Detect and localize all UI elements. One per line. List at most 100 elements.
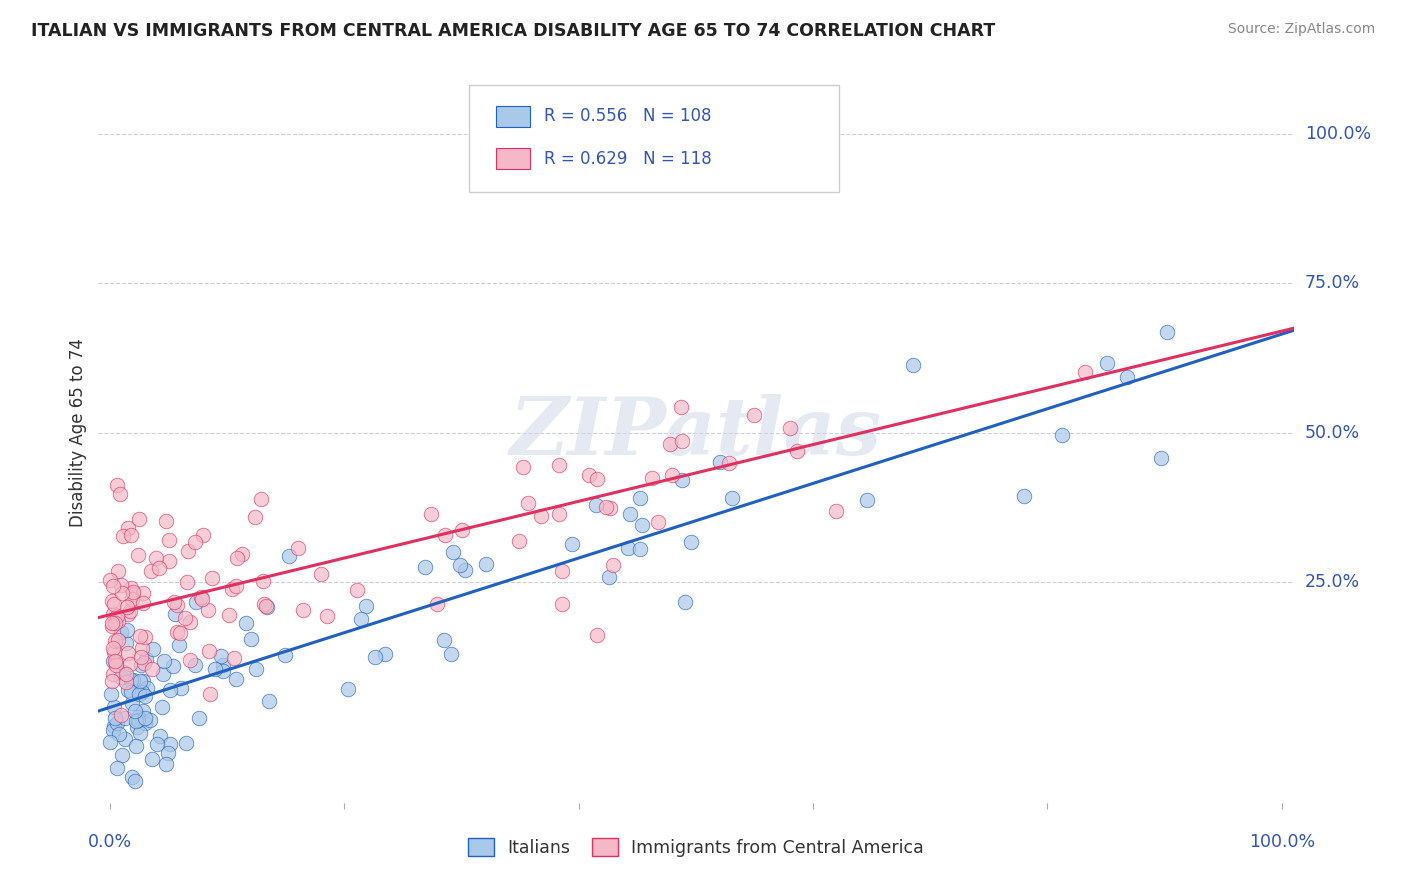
Point — [661, 468, 683, 483]
Point — [110, 707, 132, 722]
Point — [475, 557, 498, 571]
Point — [100, 687, 122, 701]
Point — [105, 609, 128, 624]
Text: ZIPatlas: ZIPatlas — [510, 394, 882, 471]
Point — [176, 736, 198, 750]
Point — [274, 648, 297, 663]
Point — [547, 507, 569, 521]
Point — [118, 657, 141, 671]
Point — [190, 591, 212, 606]
Point — [184, 534, 207, 549]
Point — [141, 662, 163, 676]
Y-axis label: Disability Age 65 to 74: Disability Age 65 to 74 — [69, 338, 87, 527]
Point — [134, 716, 156, 731]
Point — [1156, 325, 1178, 339]
Point — [104, 654, 127, 668]
Point — [1150, 451, 1173, 466]
Point — [239, 632, 262, 646]
Point — [187, 711, 209, 725]
Point — [292, 603, 315, 617]
Point — [103, 699, 125, 714]
Point — [166, 598, 188, 612]
Point — [245, 662, 267, 676]
Point — [127, 720, 149, 734]
Point — [103, 723, 125, 737]
Point — [107, 564, 129, 578]
Point — [117, 682, 139, 697]
Point — [117, 623, 139, 637]
Point — [131, 684, 153, 698]
Point — [131, 674, 153, 689]
Point — [162, 659, 184, 673]
Point — [669, 401, 692, 415]
Point — [363, 650, 385, 665]
Point — [176, 574, 198, 589]
Point — [681, 535, 703, 549]
Point — [128, 687, 150, 701]
Point — [170, 681, 193, 695]
Point — [110, 578, 132, 592]
Point — [619, 507, 641, 521]
Point — [114, 710, 136, 724]
Point — [225, 579, 247, 593]
Point — [103, 719, 125, 733]
Point — [132, 704, 155, 718]
Point — [127, 713, 149, 727]
Point — [179, 653, 201, 667]
Point — [252, 574, 274, 588]
Point — [104, 658, 127, 673]
Point — [110, 670, 132, 684]
Point — [1095, 356, 1118, 370]
Point — [120, 604, 142, 618]
Point — [127, 549, 149, 563]
Point — [551, 598, 574, 612]
Point — [134, 711, 156, 725]
Point — [134, 689, 156, 703]
Point — [184, 657, 207, 672]
Point — [142, 642, 165, 657]
Point — [153, 654, 176, 668]
Point — [129, 673, 152, 688]
Point — [148, 561, 170, 575]
Point — [152, 667, 174, 681]
Point — [595, 500, 617, 515]
Point — [117, 607, 139, 622]
Point — [121, 697, 143, 711]
Point — [628, 491, 651, 506]
Text: 100.0%: 100.0% — [1305, 125, 1371, 143]
Point — [551, 564, 574, 578]
Point — [115, 600, 138, 615]
Point — [121, 584, 143, 599]
Point — [155, 514, 177, 528]
Point — [1012, 489, 1035, 503]
Point — [101, 607, 124, 621]
Point — [131, 650, 153, 665]
Point — [159, 737, 181, 751]
Point — [124, 773, 146, 788]
Point — [174, 611, 197, 625]
Point — [346, 583, 368, 598]
Point — [120, 581, 142, 595]
Point — [198, 687, 221, 701]
Point — [825, 504, 848, 518]
Point — [101, 616, 124, 631]
Point — [256, 599, 278, 614]
Legend: Italians, Immigrants from Central America: Italians, Immigrants from Central Americ… — [468, 838, 924, 857]
Point — [786, 444, 808, 458]
Point — [157, 746, 180, 760]
Point — [617, 541, 640, 555]
Text: ITALIAN VS IMMIGRANTS FROM CENTRAL AMERICA DISABILITY AGE 65 TO 74 CORRELATION C: ITALIAN VS IMMIGRANTS FROM CENTRAL AMERI… — [31, 22, 995, 40]
Point — [98, 734, 121, 748]
Point — [139, 564, 162, 578]
Point — [440, 647, 463, 661]
Point — [512, 459, 534, 474]
Point — [157, 554, 180, 568]
Point — [115, 667, 138, 681]
Point — [257, 694, 280, 708]
Point — [659, 437, 682, 451]
Point — [548, 458, 571, 472]
Point — [141, 752, 163, 766]
Point — [166, 624, 188, 639]
Point — [602, 558, 624, 572]
Point — [193, 528, 215, 542]
